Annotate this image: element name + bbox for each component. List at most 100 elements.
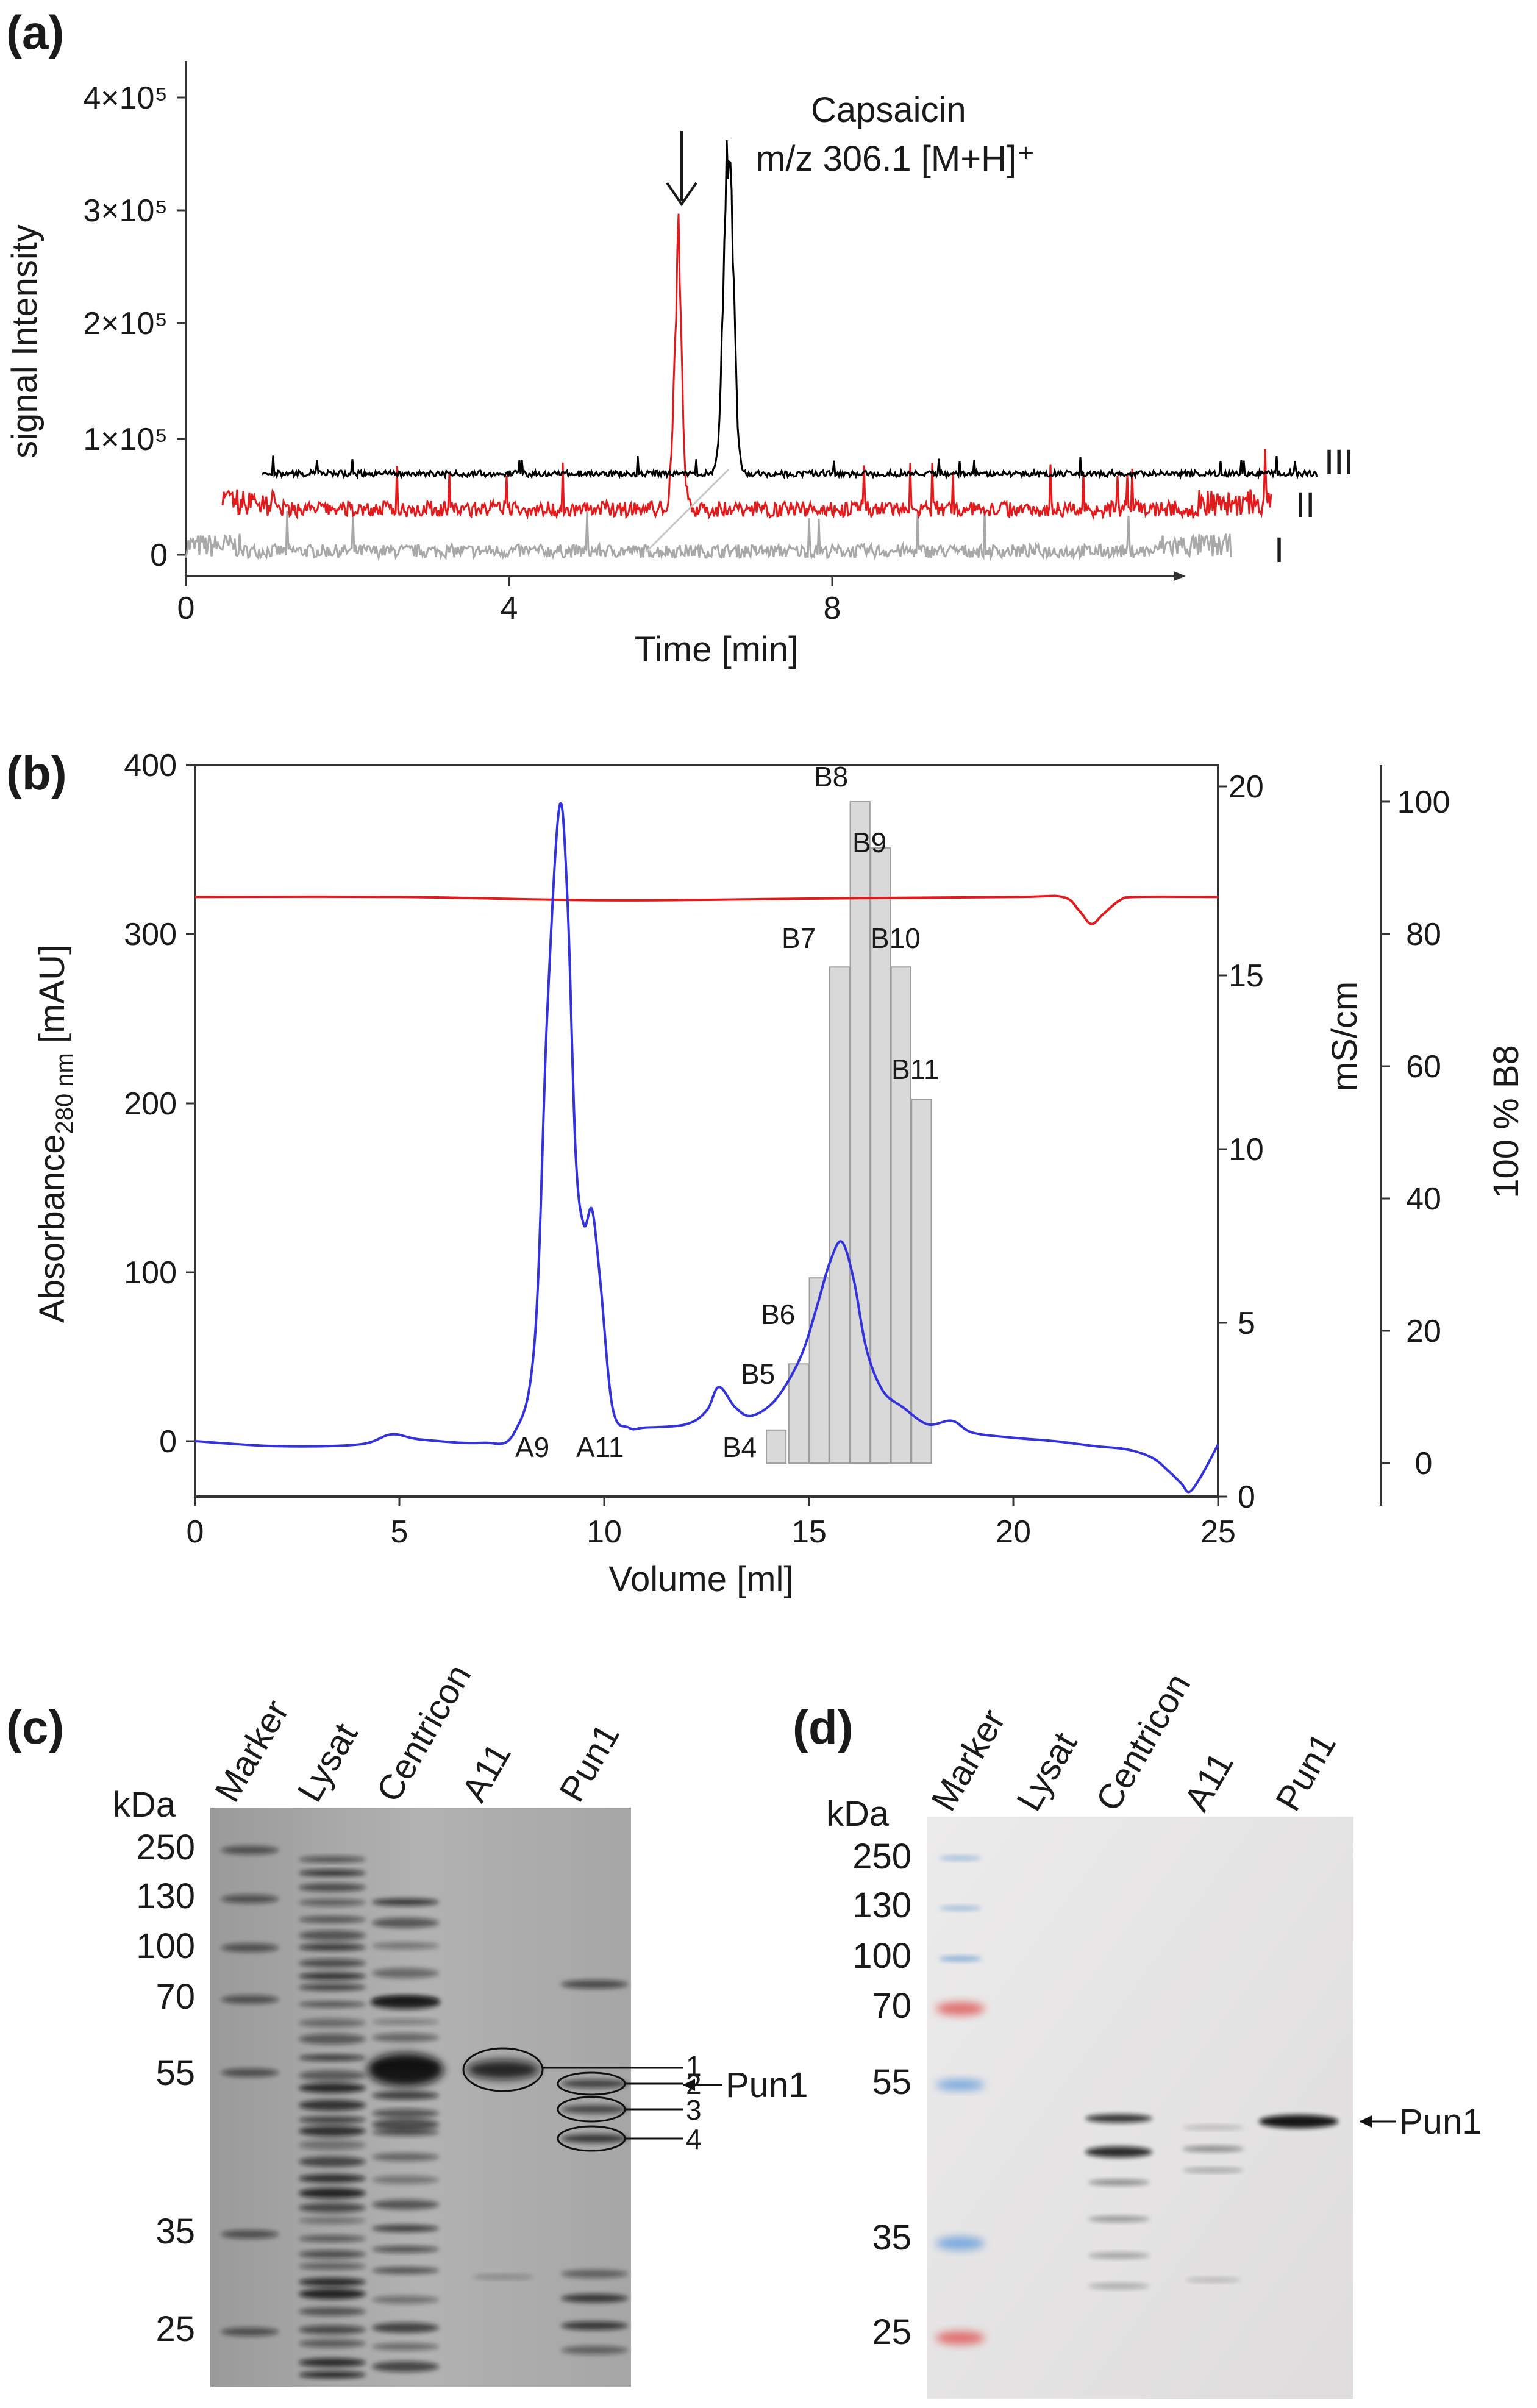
b-r1tick-0: 0	[1238, 1480, 1255, 1515]
panel-c: (c) kDa Marker Lysat Centricon A11 Pun1 …	[6, 1658, 808, 2387]
b-r1tick-2: 10	[1229, 1132, 1264, 1167]
c-lane-pun1: Pun1	[552, 1717, 627, 1809]
trace-I	[185, 510, 1232, 561]
fraction-bar-B9	[870, 847, 891, 1464]
a-ytick-1: 1×10⁵	[83, 422, 168, 457]
fraction-bar-B10	[890, 966, 911, 1464]
panel-d: (d) kDa Marker Lysat Centricon A11 Pun1 …	[793, 1667, 1482, 2399]
panel-b: (b) 0 100 200 300 400 Absorbance280 nm […	[6, 746, 1526, 1599]
fraction-bar-B6	[808, 1277, 830, 1464]
c-lane-lysat: Lysat	[290, 1717, 366, 1809]
conductivity-trace	[194, 894, 1219, 925]
c-band-annotations	[462, 2047, 683, 2152]
d-lane-pun1: Pun1	[1268, 1726, 1344, 1818]
d-mw-25: 25	[872, 2312, 911, 2352]
trace-label-II: II	[1296, 485, 1315, 525]
peak-arrow	[666, 131, 697, 207]
panel-a-ylabel: signal Intensity	[5, 224, 45, 458]
c-mw-70: 70	[155, 1977, 195, 2017]
panel-a-yticks: 0 1×10⁵ 2×10⁵ 3×10⁵ 4×10⁵	[83, 80, 186, 573]
b-xtick-5: 25	[1200, 1514, 1236, 1550]
b-xtick-1: 5	[391, 1514, 408, 1550]
c-pun1-arrow	[683, 2079, 722, 2091]
b-ytick-1: 100	[124, 1255, 177, 1291]
b-xtick-3: 15	[791, 1514, 827, 1550]
c-pun1-label: Pun1	[726, 2065, 808, 2105]
panel-b-ylabel-right1: mS/cm	[1325, 981, 1364, 1091]
b-r2tick-2: 40	[1406, 1181, 1441, 1217]
c-mw-35: 35	[155, 2212, 195, 2251]
b-r2tick-0: 0	[1415, 1446, 1433, 1481]
a-xtick-1: 4	[501, 591, 518, 626]
fraction-bars	[766, 801, 932, 1464]
b-r2tick-1: 20	[1406, 1314, 1441, 1349]
gel-c-bands	[221, 1846, 628, 2379]
c-band-4: 4	[686, 2123, 702, 2155]
fraction-bar-B4	[766, 1429, 787, 1464]
a-ytick-3: 3×10⁵	[83, 193, 168, 229]
panel-b-label: (b)	[6, 746, 67, 800]
fraction-bar-B11	[911, 1099, 932, 1464]
b-ytick-0: 0	[159, 1424, 177, 1459]
fraction-bar-B8	[849, 801, 871, 1464]
frac-B11: B11	[891, 1053, 939, 1085]
c-mw-250: 250	[136, 1828, 195, 1867]
panel-b-ylabel: Absorbance280 nm [mAU]	[32, 945, 78, 1323]
c-mw-100: 100	[136, 1926, 195, 1966]
trace-label-III: III	[1324, 443, 1353, 482]
c-mw-55: 55	[155, 2053, 195, 2093]
b-r2tick-4: 80	[1406, 917, 1441, 952]
a-ytick-0: 0	[150, 538, 168, 573]
gel-d-bands	[936, 1856, 1338, 2345]
b-r1tick-3: 15	[1229, 958, 1264, 994]
a-xtick-0: 0	[177, 591, 195, 626]
b-left-axis: 0 100 200 300 400	[124, 748, 195, 1459]
c-lane-marker: Marker	[207, 1694, 297, 1809]
c-mw-25: 25	[155, 2309, 195, 2349]
c-marker-labels: 250 130 100 70 55 35 25	[136, 1828, 195, 2349]
d-mw-55: 55	[872, 2062, 911, 2102]
c-lane-a11: A11	[454, 1736, 519, 1808]
b-right-axis-2: 0 20 40 60 80 100	[1381, 785, 1450, 1481]
trace-III	[261, 140, 1318, 480]
d-mw-100: 100	[852, 1936, 911, 1976]
fraction-bar-B5	[788, 1363, 810, 1464]
fraction-bar-B7	[829, 966, 851, 1464]
b-ytick-4: 400	[124, 748, 177, 783]
c-band-3: 3	[686, 2094, 702, 2126]
c-band-1: 1	[686, 2050, 702, 2082]
d-mw-70: 70	[872, 1986, 911, 2026]
panel-d-label: (d)	[793, 1700, 854, 1754]
frac-B5: B5	[741, 1358, 775, 1390]
trace-label-I: I	[1274, 530, 1284, 570]
b-r1tick-1: 5	[1238, 1306, 1255, 1341]
mz-label: m/z 306.1 [M+H]⁺	[756, 139, 1035, 179]
b-ytick-2: 200	[124, 1086, 177, 1122]
panel-a-xlabel: Time [min]	[635, 630, 799, 669]
panel-a-label: (a)	[6, 5, 64, 59]
d-lane-a11: A11	[1177, 1745, 1241, 1817]
panel-b-xlabel: Volume [ml]	[609, 1559, 794, 1599]
d-lane-lysat: Lysat	[1009, 1726, 1085, 1818]
frac-B9: B9	[852, 827, 886, 858]
d-mw-130: 130	[852, 1886, 911, 1925]
d-mw-35: 35	[872, 2218, 911, 2257]
frac-B6: B6	[761, 1298, 795, 1330]
d-pun1-arrow	[1360, 2115, 1396, 2128]
frac-A9: A9	[515, 1431, 549, 1463]
b-xtick-4: 20	[996, 1514, 1031, 1550]
d-mw-250: 250	[852, 1837, 911, 1876]
frac-B4: B4	[722, 1431, 757, 1463]
fraction-labels: A9 A11 B4 B5 B6 B7 B8 B9 B10 B11	[515, 761, 939, 1463]
c-kda: kDa	[113, 1785, 176, 1825]
d-pun1-label: Pun1	[1399, 2102, 1482, 2142]
d-kda: kDa	[826, 1794, 890, 1834]
capsaicin-label: Capsaicin	[811, 90, 966, 130]
b-xtick-0: 0	[187, 1514, 204, 1550]
d-lane-marker: Marker	[924, 1703, 1013, 1818]
b-ytick-3: 300	[124, 917, 177, 952]
b-r2tick-5: 100	[1397, 785, 1450, 820]
panel-b-ylabel-right2: 100 % B8	[1486, 1045, 1526, 1199]
b-r1tick-4: 20	[1229, 769, 1264, 805]
